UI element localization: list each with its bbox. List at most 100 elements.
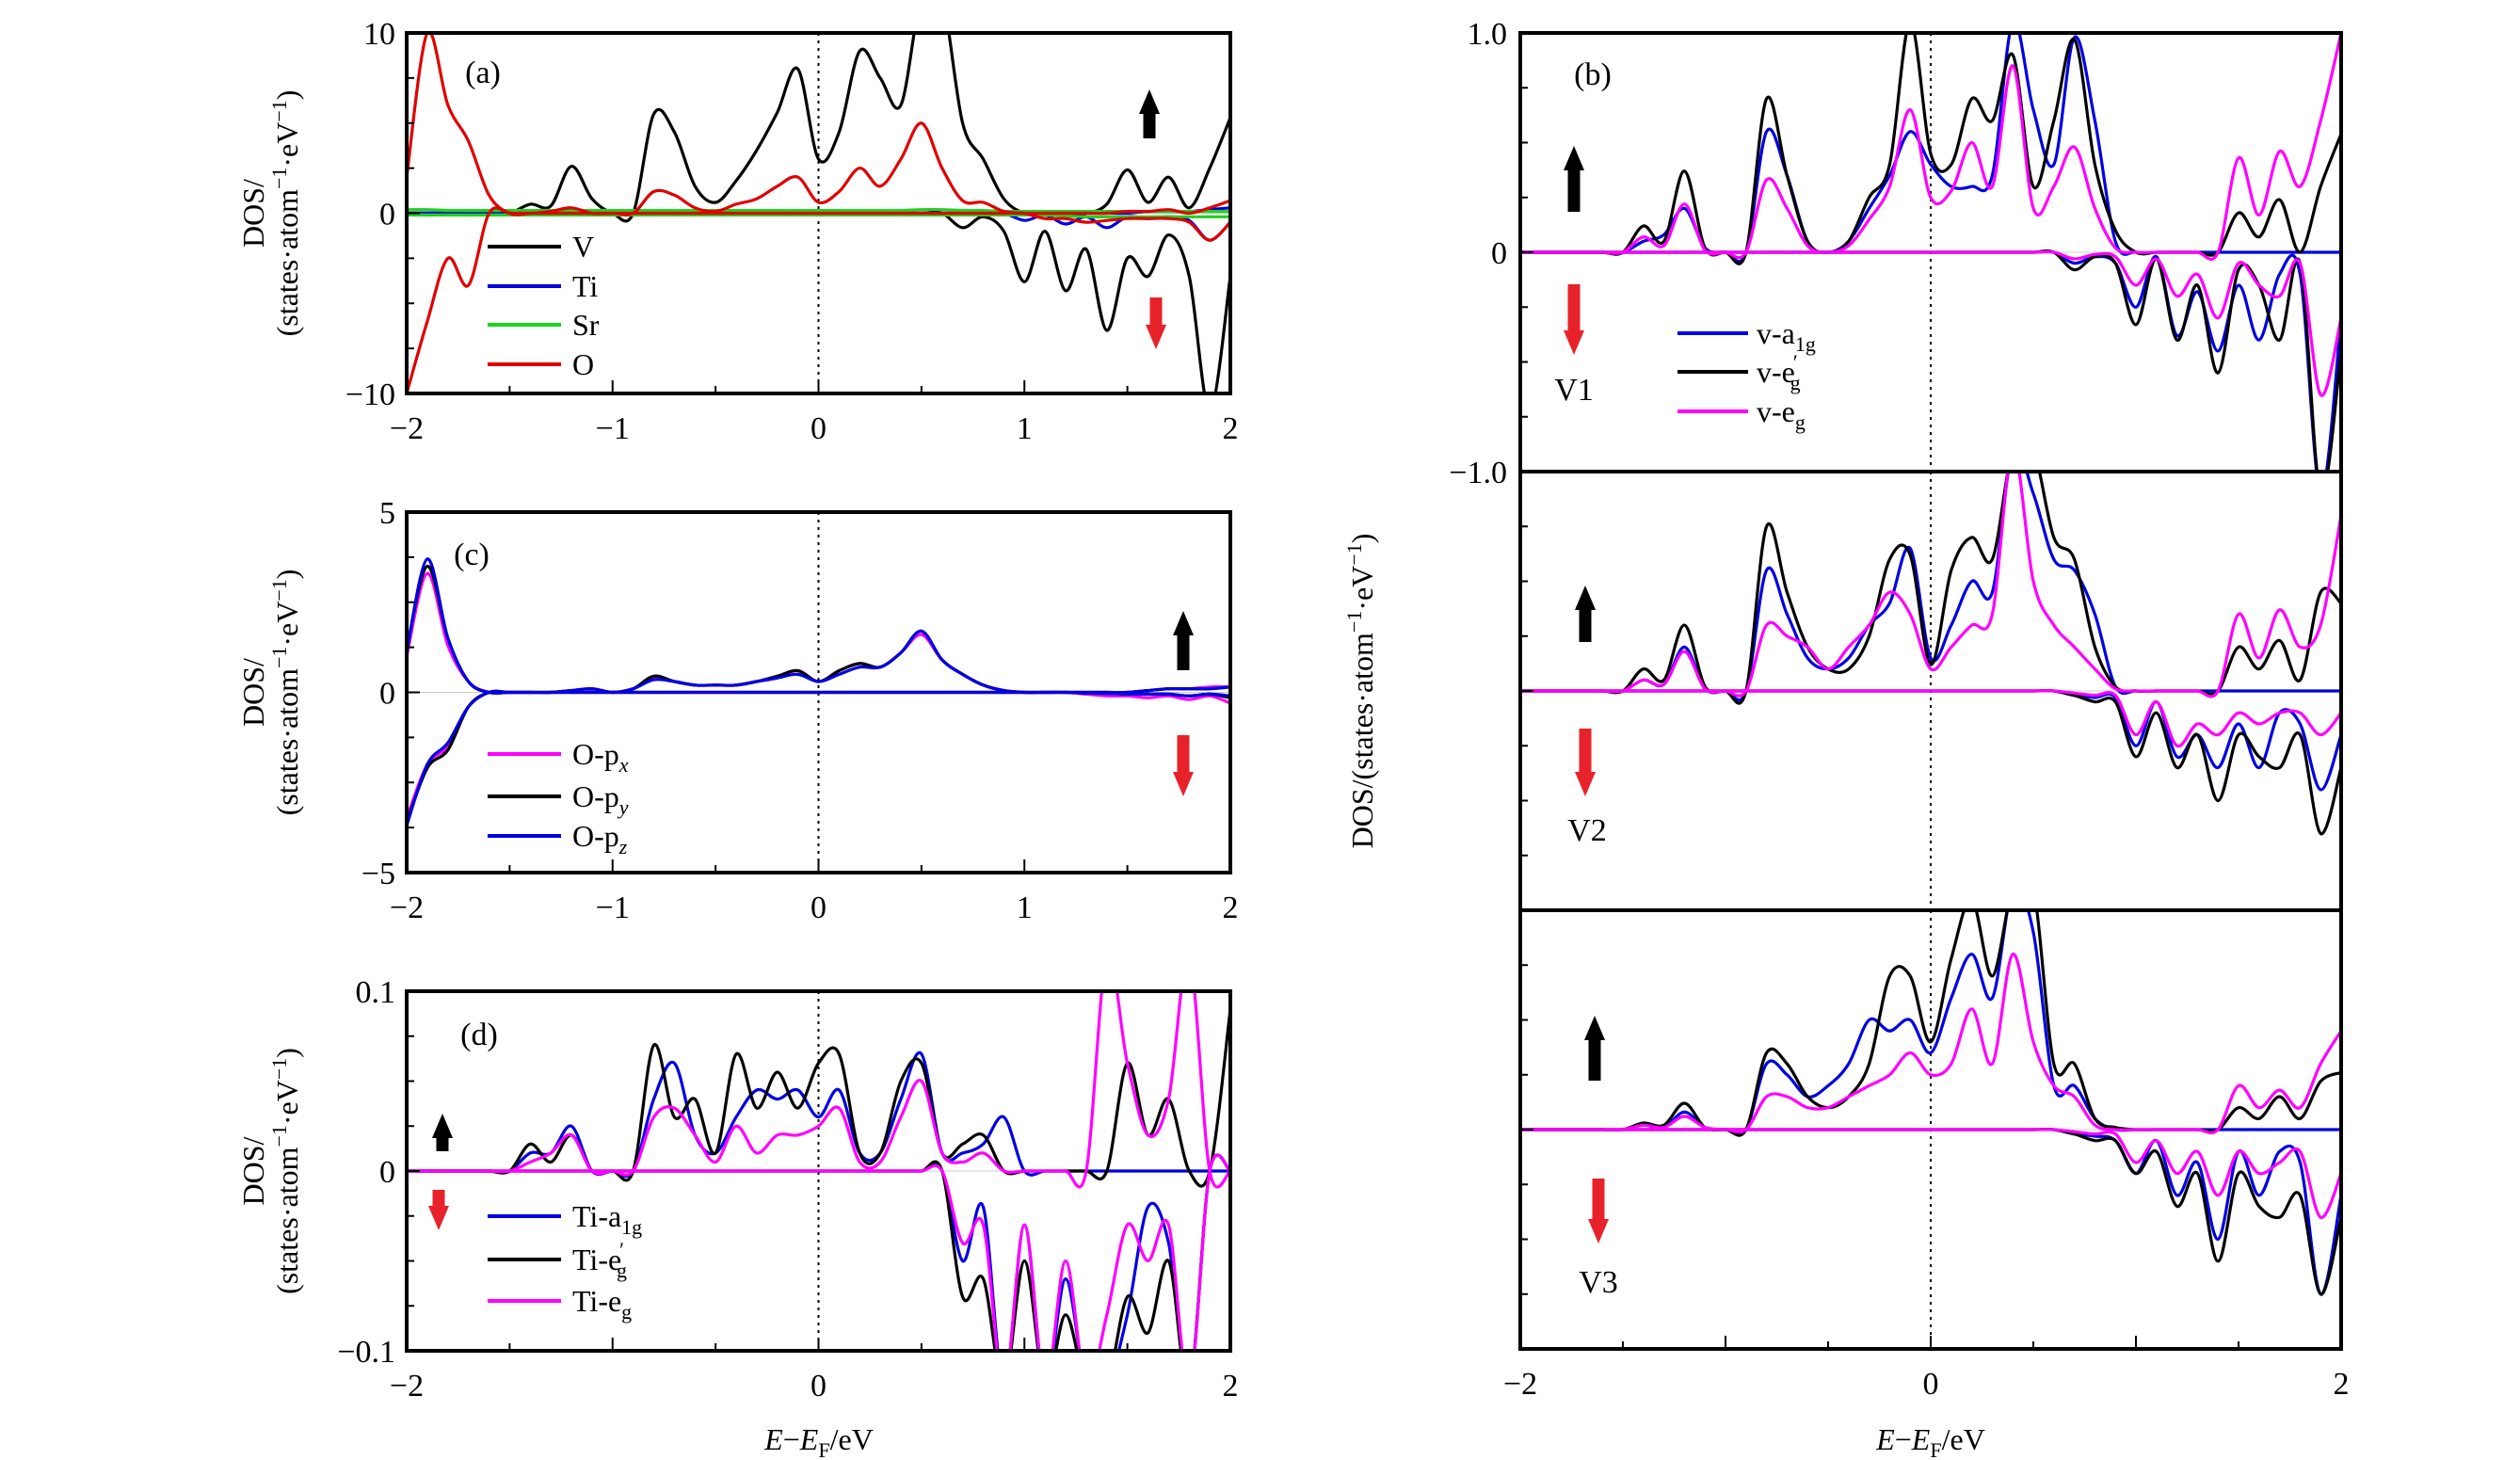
label-part: ·eV	[1345, 566, 1379, 611]
legend-label: O	[572, 347, 594, 381]
label-part: )	[1345, 534, 1379, 544]
label-part: z	[618, 835, 628, 858]
spin-up-arrow-icon	[1584, 1016, 1605, 1081]
legend-label: Ti-eg	[572, 1284, 632, 1324]
label-part: /eV	[830, 1422, 874, 1456]
label-part: O-p	[572, 779, 619, 813]
label-part: E	[763, 1422, 783, 1456]
y-tick-label: −1.0	[1449, 456, 1507, 490]
label-part: −1	[1342, 611, 1366, 633]
panel-label: (b)	[1574, 57, 1612, 92]
y-tick-label: 5	[379, 496, 395, 531]
panel-a: −2 −1 0 1 2100−10DOS/(states·atom−1·eV−1)(a)…	[236, 17, 1239, 446]
label-part: )	[270, 1048, 304, 1058]
label-part: )	[270, 90, 304, 101]
y-axis-label-line1: DOS/	[236, 179, 270, 248]
label-part: F	[818, 1438, 829, 1460]
legend-label: O-px	[572, 737, 629, 777]
label-part: x	[618, 753, 629, 777]
dos-curve-sr-spin-down	[407, 213, 1230, 218]
y-axis-label-line2: (states·atom−1·eV−1)	[267, 570, 304, 816]
dos-curve-v-eg-spin-down	[1520, 249, 2341, 397]
label-part: −1	[267, 100, 291, 121]
label-part: E	[1875, 1422, 1895, 1456]
x-tick-label: −2	[390, 890, 424, 925]
label-part: ′	[619, 1238, 624, 1261]
curves	[1520, 33, 2341, 472]
dos-curve-ti-e-g-spin-up	[407, 1008, 1230, 1188]
label-part: v-e	[1757, 355, 1795, 389]
label-part: −1	[267, 1125, 291, 1147]
spin-up-arrow-icon	[1139, 89, 1160, 138]
label-part: g	[1790, 371, 1801, 394]
y-tick-label: 0	[379, 1155, 395, 1190]
legend-label: Ti	[572, 269, 598, 303]
label-part: 1g	[1795, 332, 1816, 356]
x-tick-label: 0	[811, 411, 827, 446]
curves	[407, 557, 1230, 826]
panel-label: (d)	[460, 1018, 498, 1052]
label-part: Ti-e	[572, 1284, 621, 1318]
label-part: Sr	[572, 308, 600, 342]
spin-up-arrow-icon	[432, 1114, 453, 1151]
label-part: ·eV	[270, 602, 304, 647]
dos-curve-ti-eg-spin-up	[407, 991, 1230, 1189]
x-tick-label: 0	[1923, 1367, 1939, 1402]
label-part: v-e	[1757, 394, 1795, 428]
spin-up-arrow-icon	[1564, 146, 1584, 212]
label-part: ·eV	[270, 1080, 304, 1125]
legend-label: v-eg	[1757, 394, 1806, 434]
panel-label: (a)	[465, 56, 501, 90]
y-axis-label-line2: (states·atom−1·eV−1)	[267, 1048, 304, 1294]
label-part: O-p	[572, 737, 619, 771]
x-tick-label: −2	[390, 411, 424, 446]
label-part: E	[799, 1422, 819, 1456]
y-axis-label-line2: (states·atom−1·eV−1)	[267, 90, 304, 337]
label-part: −1	[267, 168, 291, 189]
site-label: V2	[1567, 813, 1607, 848]
x-tick-label: −1	[596, 411, 630, 446]
label-part: E	[1911, 1422, 1931, 1456]
spin-up-arrow-icon	[1173, 611, 1194, 670]
label-part: ′	[1793, 350, 1798, 374]
label-part: ·eV	[270, 122, 304, 168]
dos-curve-o-py-spin-down	[407, 689, 1230, 823]
label-part: −	[1895, 1422, 1912, 1456]
y-axis-label-text: DOS/(states·atom−1·eV−1)	[1342, 534, 1379, 849]
x-axis-label: E−EF/eV	[1875, 1422, 1985, 1460]
spin-down-arrow-icon	[1173, 735, 1194, 796]
y-tick-label: 0	[379, 198, 395, 233]
panel-c: −2 −1 0 1 250−5DOS/(states·atom−1·eV−1)(c)O-…	[236, 496, 1239, 925]
y-tick-label: 0	[1491, 236, 1507, 271]
y-tick-label: 1.0	[1468, 17, 1508, 52]
label-part: y	[618, 795, 629, 819]
x-tick-label: 0	[811, 890, 827, 925]
curves	[407, 991, 1230, 1351]
panel-b-v2: V2	[1518, 470, 2343, 912]
x-tick-label: 1	[1017, 411, 1033, 446]
y-tick-label: −0.1	[337, 1335, 395, 1370]
x-axis-label: E−EF/eV	[763, 1422, 874, 1460]
label-part: Ti-a	[572, 1199, 621, 1233]
x-tick-label: 1	[1017, 890, 1033, 925]
spin-up-arrow-icon	[1575, 586, 1596, 642]
label-part: −1	[267, 647, 291, 668]
curves	[1520, 910, 2341, 1296]
site-label: V3	[1579, 1265, 1618, 1300]
label-part: O-p	[572, 819, 619, 853]
spin-down-arrow-icon	[1575, 729, 1596, 796]
label-part: )	[270, 570, 304, 580]
curves	[1520, 472, 2341, 836]
y-axis-label: DOS/(states·atom−1·eV−1)	[236, 570, 304, 816]
dos-curve-o-py-spin-up	[407, 564, 1230, 695]
y-axis-label: DOS/(states·atom−1·eV−1)	[1342, 534, 1379, 849]
label-part: (states·atom	[270, 189, 304, 337]
label-part: g	[617, 1259, 627, 1282]
label-part: (states·atom	[270, 1147, 304, 1294]
label-part: −	[783, 1422, 800, 1456]
label-part: F	[1930, 1438, 1941, 1460]
y-axis-label-line1: DOS/	[236, 1136, 270, 1205]
dos-curve-v-eg-spin-down	[1520, 1128, 2341, 1219]
